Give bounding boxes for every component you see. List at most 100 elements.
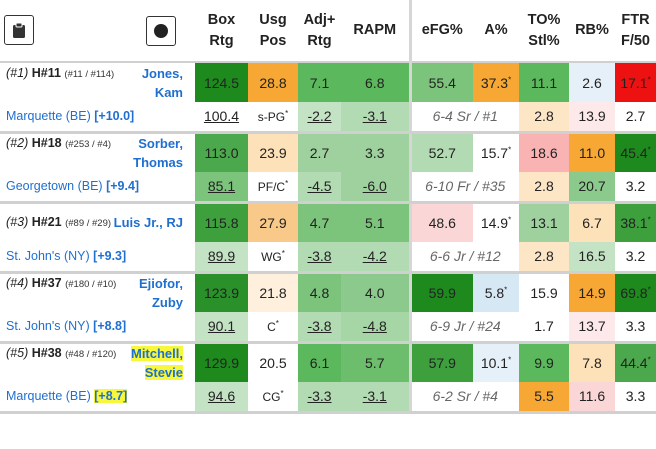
adj-rtg-off: 4.8 — [298, 272, 341, 312]
team-cell: St. John's (NY) [+9.3] — [0, 242, 195, 274]
orb-pct: 11.0 — [569, 132, 615, 172]
col-efg[interactable]: eFG% — [408, 0, 473, 63]
conference: (BE) — [65, 389, 91, 404]
efg-pct: 57.9 — [408, 342, 473, 382]
adj-rtg-def[interactable]: -3.3 — [298, 382, 341, 414]
player-info: 6-6 Jr / #12 — [408, 242, 519, 274]
rapm-off: 3.3 — [341, 132, 410, 172]
player-name-link[interactable]: Luis Jr., RJ — [113, 214, 183, 230]
rapm-def[interactable]: -3.1 — [341, 382, 410, 414]
record-icon — [154, 23, 169, 38]
position: CG* — [248, 382, 298, 414]
usg-pct: 21.8 — [248, 272, 298, 312]
usg-pct: 20.5 — [248, 342, 298, 382]
drb-pct: 13.9 — [569, 102, 615, 134]
fouls-per-50: 3.3 — [615, 382, 656, 414]
player-row-bottom: Marquette (BE) [+8.7] 94.6 CG* -3.3 -3.1 6-2 … — [0, 382, 656, 414]
assist-pct: 37.3* — [473, 62, 519, 102]
rapm-off: 4.0 — [341, 272, 410, 312]
usg-pct: 28.8 — [248, 62, 298, 102]
player-row-top: (#4) H#37 (#180 / #10) Ejiofor, Zuby 123.9 2… — [0, 272, 656, 312]
assist-pct: 10.1* — [473, 342, 519, 382]
drb-pct: 11.6 — [569, 382, 615, 414]
team-link[interactable]: Georgetown — [6, 179, 75, 194]
adj-rtg-off: 6.1 — [298, 342, 341, 382]
player-rank: (#4) H#37 (#180 / #10) — [6, 275, 117, 290]
player-rating: [+10.0] — [94, 109, 135, 124]
clipboard-button[interactable] — [4, 15, 34, 46]
position: C* — [248, 312, 298, 344]
col-to-stl[interactable]: TO% Stl% — [519, 0, 569, 63]
rapm-def[interactable]: -4.8 — [341, 312, 410, 344]
ftr-value: 69.8* — [615, 272, 656, 312]
player-name-link[interactable]: Sorber, Thomas — [133, 135, 183, 170]
player-stats-table: Box Rtg Usg Pos Adj+ Rtg RAPM eFG% A% TO% St… — [0, 0, 656, 414]
box-rtg-off: 129.9 — [195, 342, 248, 382]
box-rtg-def[interactable]: 85.1 — [195, 172, 248, 204]
player-row-bottom: St. John's (NY) [+8.8] 90.1 C* -3.8 -4.8 6-9 … — [0, 312, 656, 344]
col-adj-rtg[interactable]: Adj+ Rtg — [298, 0, 341, 63]
col-ftr[interactable]: FTR F/50 — [615, 0, 656, 63]
rapm-def[interactable]: -3.1 — [341, 102, 410, 134]
fouls-per-50: 3.3 — [615, 312, 656, 344]
player-info: 6-2 Sr / #4 — [408, 382, 519, 414]
stl-pct: 2.8 — [519, 242, 569, 274]
efg-pct: 59.9 — [408, 272, 473, 312]
to-pct: 15.9 — [519, 272, 569, 312]
player-row-top: (#5) H#38 (#48 / #120) Mitchell, Stevie 129… — [0, 342, 656, 382]
team-link[interactable]: St. John's (NY) — [6, 249, 90, 264]
box-rtg-off: 115.8 — [195, 202, 248, 242]
adj-rtg-def[interactable]: -4.5 — [298, 172, 341, 204]
box-rtg-def[interactable]: 90.1 — [195, 312, 248, 344]
player-row-top: (#3) H#21 (#89 / #29) Luis Jr., RJ 115.8 27… — [0, 202, 656, 242]
clipboard-icon — [13, 22, 25, 38]
drb-pct: 20.7 — [569, 172, 615, 204]
rapm-off: 5.7 — [341, 342, 410, 382]
position: WG* — [248, 242, 298, 274]
player-name-link[interactable]: Mitchell, Stevie — [130, 345, 183, 380]
assist-pct: 15.7* — [473, 132, 519, 172]
team-cell: Georgetown (BE) [+9.4] — [0, 172, 195, 204]
to-pct: 11.1 — [519, 62, 569, 102]
box-rtg-def[interactable]: 94.6 — [195, 382, 248, 414]
efg-pct: 52.7 — [408, 132, 473, 172]
conference: (BE) — [77, 179, 103, 194]
player-rank: (#5) H#38 (#48 / #120) — [6, 345, 117, 360]
player-row-top: (#2) H#18 (#253 / #4) Sorber, Thomas 113.0 2… — [0, 132, 656, 172]
player-header-cell: (#5) H#38 (#48 / #120) Mitchell, Stevie — [0, 342, 195, 382]
rapm-def[interactable]: -6.0 — [341, 172, 410, 204]
player-name-link[interactable]: Jones, Kam — [141, 65, 183, 100]
team-link[interactable]: St. John's (NY) — [6, 319, 90, 334]
team-link[interactable]: Marquette — [6, 389, 63, 404]
box-rtg-def[interactable]: 100.4 — [195, 102, 248, 134]
adj-rtg-def[interactable]: -2.2 — [298, 102, 341, 134]
record-button[interactable] — [146, 15, 177, 46]
to-pct: 9.9 — [519, 342, 569, 382]
adj-rtg-def[interactable]: -3.8 — [298, 242, 341, 274]
ftr-value: 38.1* — [615, 202, 656, 242]
col-box-rtg[interactable]: Box Rtg — [195, 0, 248, 63]
box-rtg-def[interactable]: 89.9 — [195, 242, 248, 274]
player-name-link[interactable]: Ejiofor, Zuby — [138, 275, 183, 310]
fouls-per-50: 3.2 — [615, 172, 656, 204]
player-header-cell: (#4) H#37 (#180 / #10) Ejiofor, Zuby — [0, 272, 195, 312]
col-usg-pos[interactable]: Usg Pos — [248, 0, 298, 63]
box-rtg-off: 123.9 — [195, 272, 248, 312]
player-header-cell: (#3) H#21 (#89 / #29) Luis Jr., RJ — [0, 202, 195, 242]
team-link[interactable]: Marquette — [6, 109, 63, 124]
col-a-pct[interactable]: A% — [473, 0, 519, 63]
adj-rtg-def[interactable]: -3.8 — [298, 312, 341, 344]
col-rb[interactable]: RB% — [569, 0, 615, 63]
efg-pct: 55.4 — [408, 62, 473, 102]
player-rating: [+8.7] — [94, 389, 128, 404]
ftr-value: 45.4* — [615, 132, 656, 172]
box-rtg-off: 124.5 — [195, 62, 248, 102]
stl-pct: 2.8 — [519, 172, 569, 204]
player-header-cell: (#2) H#18 (#253 / #4) Sorber, Thomas — [0, 132, 195, 172]
col-rapm[interactable]: RAPM — [341, 0, 410, 63]
team-cell: St. John's (NY) [+8.8] — [0, 312, 195, 344]
adj-rtg-off: 2.7 — [298, 132, 341, 172]
box-rtg-off: 113.0 — [195, 132, 248, 172]
orb-pct: 7.8 — [569, 342, 615, 382]
rapm-def[interactable]: -4.2 — [341, 242, 410, 274]
